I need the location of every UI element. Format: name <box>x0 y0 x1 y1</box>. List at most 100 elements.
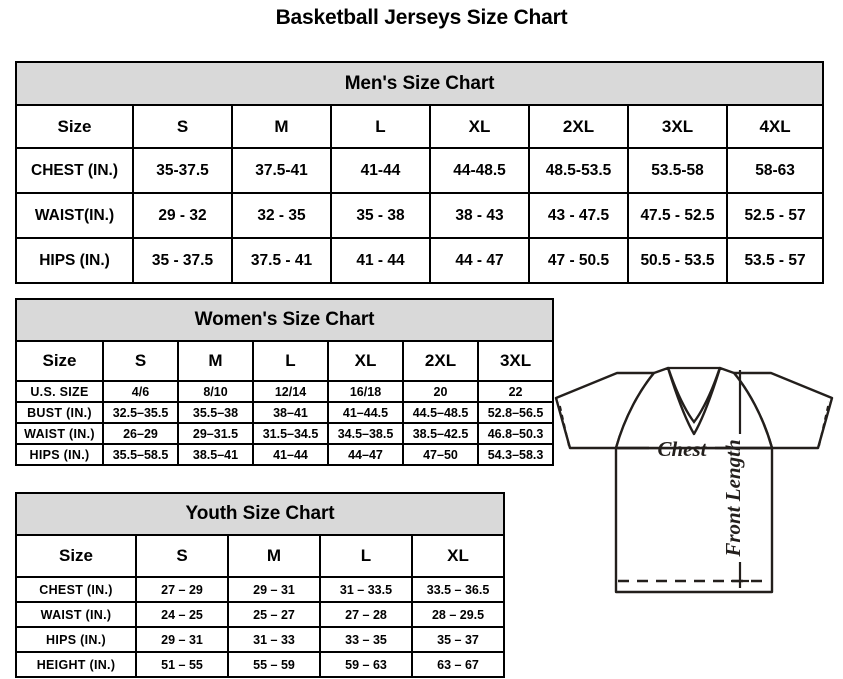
womens-cell: 29–31.5 <box>177 422 254 445</box>
youth-row-label: HEIGHT (IN.) <box>15 651 137 678</box>
womens-header-row: Size S M L XL 2XL 3XL <box>15 340 555 382</box>
youth-cell: 27 – 28 <box>319 601 413 628</box>
womens-cell: 44.5–48.5 <box>402 401 479 424</box>
youth-cell: 29 – 31 <box>135 626 229 653</box>
youth-cell: 33.5 – 36.5 <box>410 576 506 603</box>
womens-col-header-l: L <box>252 340 329 382</box>
mens-col-header-size: Size <box>15 104 134 149</box>
youth-cell: 28 – 29.5 <box>410 601 506 628</box>
table-row: HIPS (IN.) 35.5–58.5 38.5–41 41–44 44–47… <box>15 443 555 466</box>
womens-cell: 34.5–38.5 <box>327 422 404 445</box>
womens-cell: 38.5–42.5 <box>402 422 479 445</box>
womens-cell: 8/10 <box>177 380 254 403</box>
youth-row-label: HIPS (IN.) <box>15 626 137 653</box>
table-row: CHEST (IN.) 27 – 29 29 – 31 31 – 33.5 33… <box>15 576 506 603</box>
womens-row-label: HIPS (IN.) <box>15 443 104 466</box>
youth-cell: 63 – 67 <box>410 651 506 678</box>
womens-cell: 41–44 <box>252 443 329 466</box>
womens-cell: 26–29 <box>102 422 179 445</box>
sleeve-hem-dashes <box>558 401 830 447</box>
mens-cell: 47.5 - 52.5 <box>627 192 728 239</box>
youth-col-header-size: Size <box>15 534 137 578</box>
womens-col-header-3xl: 3XL <box>476 340 555 382</box>
womens-cell: 32.5–35.5 <box>102 401 179 424</box>
mens-col-header-3xl: 3XL <box>627 104 728 149</box>
mens-cell: 53.5 - 57 <box>725 237 825 284</box>
mens-cell: 48.5-53.5 <box>528 147 629 194</box>
mens-cell: 47 - 50.5 <box>528 237 629 284</box>
womens-row-label: U.S. SIZE <box>15 380 104 403</box>
youth-cell: 33 – 35 <box>319 626 413 653</box>
mens-cell: 52.5 - 57 <box>725 192 825 239</box>
mens-col-header-l: L <box>330 104 431 149</box>
mens-cell: 38 - 43 <box>429 192 530 239</box>
womens-row-label: BUST (IN.) <box>15 401 104 424</box>
mens-cell: 43 - 47.5 <box>528 192 629 239</box>
womens-size-chart-table: Women's Size Chart Size S M L XL 2XL 3XL… <box>14 298 555 466</box>
mens-cell: 35 - 38 <box>330 192 431 239</box>
womens-col-header-s: S <box>102 340 179 382</box>
table-row: HEIGHT (IN.) 51 – 55 55 – 59 59 – 63 63 … <box>15 651 506 678</box>
mens-col-header-m: M <box>231 104 332 149</box>
table-row: WAIST (IN.) 26–29 29–31.5 31.5–34.5 34.5… <box>15 422 555 445</box>
page-title: Basketball Jerseys Size Chart <box>275 6 568 29</box>
womens-cell: 31.5–34.5 <box>252 422 329 445</box>
womens-cell: 16/18 <box>327 380 404 403</box>
womens-cell: 35.5–58.5 <box>102 443 179 466</box>
youth-cell: 31 – 33.5 <box>319 576 413 603</box>
womens-col-header-size: Size <box>15 340 104 382</box>
youth-col-header-m: M <box>227 534 321 578</box>
youth-cell: 51 – 55 <box>135 651 229 678</box>
mens-row-label: CHEST (IN.) <box>15 147 134 194</box>
mens-row-label: WAIST(IN.) <box>15 192 134 239</box>
womens-cell: 20 <box>402 380 479 403</box>
mens-header-row: Size S M L XL 2XL 3XL 4XL <box>15 104 825 149</box>
mens-cell: 37.5 - 41 <box>231 237 332 284</box>
table-row: BUST (IN.) 32.5–35.5 35.5–38 38–41 41–44… <box>15 401 555 424</box>
mens-cell: 35-37.5 <box>132 147 233 194</box>
table-row: HIPS (IN.) 29 – 31 31 – 33 33 – 35 35 – … <box>15 626 506 653</box>
table-row: U.S. SIZE 4/6 8/10 12/14 16/18 20 22 <box>15 380 555 403</box>
table-row: HIPS (IN.) 35 - 37.5 37.5 - 41 41 - 44 4… <box>15 237 825 284</box>
youth-col-header-s: S <box>135 534 229 578</box>
womens-cell: 41–44.5 <box>327 401 404 424</box>
mens-size-chart-table: Men's Size Chart Size S M L XL 2XL 3XL 4… <box>14 61 825 284</box>
womens-cell: 12/14 <box>252 380 329 403</box>
mens-cell: 58-63 <box>725 147 825 194</box>
womens-row-label: WAIST (IN.) <box>15 422 104 445</box>
front-length-dimension-label: Front Length <box>721 439 745 557</box>
mens-cell: 32 - 35 <box>231 192 332 239</box>
youth-cell: 29 – 31 <box>227 576 321 603</box>
mens-band-row: Men's Size Chart <box>14 61 825 106</box>
jersey-outline-icon <box>554 366 834 594</box>
mens-cell: 41 - 44 <box>330 237 431 284</box>
mens-cell: 53.5-58 <box>627 147 728 194</box>
womens-band-row: Women's Size Chart <box>14 298 555 342</box>
mens-cell: 41-44 <box>330 147 431 194</box>
youth-cell: 27 – 29 <box>135 576 229 603</box>
front-length-measure-line <box>731 370 749 588</box>
youth-cell: 24 – 25 <box>135 601 229 628</box>
mens-chart-title: Men's Size Chart <box>14 61 825 106</box>
womens-cell: 38.5–41 <box>177 443 254 466</box>
womens-col-header-m: M <box>177 340 254 382</box>
youth-cell: 59 – 63 <box>319 651 413 678</box>
womens-col-header-xl: XL <box>327 340 404 382</box>
youth-header-row: Size S M L XL <box>15 534 506 578</box>
youth-cell: 31 – 33 <box>227 626 321 653</box>
mens-cell: 44-48.5 <box>429 147 530 194</box>
mens-col-header-2xl: 2XL <box>528 104 629 149</box>
womens-cell: 4/6 <box>102 380 179 403</box>
youth-size-chart-table: Youth Size Chart Size S M L XL CHEST (IN… <box>14 492 506 678</box>
womens-chart-title: Women's Size Chart <box>14 298 555 342</box>
womens-cell: 52.8–56.5 <box>476 401 555 424</box>
womens-cell: 46.8–50.3 <box>476 422 555 445</box>
mens-row-label: HIPS (IN.) <box>15 237 134 284</box>
youth-col-header-xl: XL <box>410 534 506 578</box>
mens-col-header-4xl: 4XL <box>725 104 825 149</box>
mens-cell: 44 - 47 <box>429 237 530 284</box>
mens-cell: 50.5 - 53.5 <box>627 237 728 284</box>
table-row: CHEST (IN.) 35-37.5 37.5-41 41-44 44-48.… <box>15 147 825 194</box>
womens-cell: 54.3–58.3 <box>476 443 555 466</box>
womens-cell: 38–41 <box>252 401 329 424</box>
